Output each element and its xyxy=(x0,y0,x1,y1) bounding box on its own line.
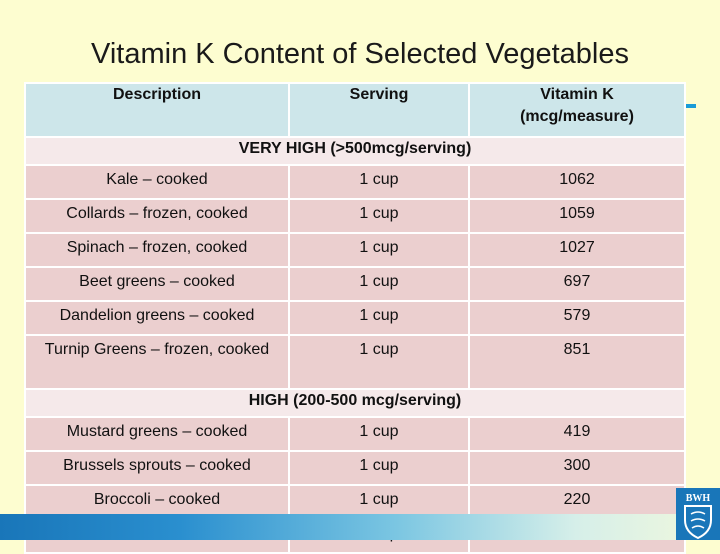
logo-wave-icon xyxy=(690,511,706,529)
accent-dash xyxy=(686,104,696,108)
cell-serving: 1 cup xyxy=(288,450,470,486)
cell-serving: 1 cup xyxy=(288,198,470,234)
section-row-very-high: VERY HIGH (>500mcg/serving) xyxy=(24,136,686,166)
logo-shield-icon xyxy=(684,505,712,540)
cell-value: 697 xyxy=(468,266,686,302)
cell-value: 300 xyxy=(468,450,686,486)
slide-title: Vitamin K Content of Selected Vegetables xyxy=(91,38,629,70)
table-header-row: Description Serving Vitamin K (mcg/measu… xyxy=(24,82,686,138)
bwh-shield-logo: BWH xyxy=(676,488,720,540)
cell-serving: 1 cup xyxy=(288,164,470,200)
cell-value: 579 xyxy=(468,300,686,336)
cell-serving: 1 cup xyxy=(288,266,470,302)
section-label-high: HIGH (200-500 mcg/serving) xyxy=(24,388,686,418)
cell-serving: 1 cup xyxy=(288,334,470,390)
cell-description: Kale – cooked xyxy=(24,164,290,200)
cell-serving: 1 cup xyxy=(288,300,470,336)
header-vitamin-k: Vitamin K (mcg/measure) xyxy=(468,82,686,138)
cell-serving: 1 cup xyxy=(288,232,470,268)
cell-value: 1059 xyxy=(468,198,686,234)
table-row: Mustard greens – cooked 1 cup 419 xyxy=(24,416,686,452)
cell-description: Turnip Greens – frozen, cooked xyxy=(24,334,290,390)
header-vitamin-k-line1: Vitamin K xyxy=(540,86,614,103)
table-row: Collards – frozen, cooked 1 cup 1059 xyxy=(24,198,686,234)
table-row: Spinach – frozen, cooked 1 cup 1027 xyxy=(24,232,686,268)
table-row: Turnip Greens – frozen, cooked 1 cup 851 xyxy=(24,334,686,390)
logo-background xyxy=(676,488,720,540)
cell-description: Beet greens – cooked xyxy=(24,266,290,302)
cell-description: Spinach – frozen, cooked xyxy=(24,232,290,268)
cell-description: Mustard greens – cooked xyxy=(24,416,290,452)
table-row: Brussels sprouts – cooked 1 cup 300 xyxy=(24,450,686,486)
cell-value: 1027 xyxy=(468,232,686,268)
cell-value: 1062 xyxy=(468,164,686,200)
section-label-very-high: VERY HIGH (>500mcg/serving) xyxy=(24,136,686,166)
cell-serving: 1 cup xyxy=(288,416,470,452)
cell-description: Dandelion greens – cooked xyxy=(24,300,290,336)
table-row: Kale – cooked 1 cup 1062 xyxy=(24,164,686,200)
cell-description: Brussels sprouts – cooked xyxy=(24,450,290,486)
footer-gradient-bar xyxy=(0,514,720,540)
vitamin-k-table: Description Serving Vitamin K (mcg/measu… xyxy=(24,82,686,554)
cell-description: Collards – frozen, cooked xyxy=(24,198,290,234)
cell-value: 419 xyxy=(468,416,686,452)
header-serving: Serving xyxy=(288,82,470,138)
cell-value: 851 xyxy=(468,334,686,390)
logo-text: BWH xyxy=(686,493,711,504)
header-description: Description xyxy=(24,82,290,138)
section-row-high: HIGH (200-500 mcg/serving) xyxy=(24,388,686,418)
table-row: Dandelion greens – cooked 1 cup 579 xyxy=(24,300,686,336)
header-vitamin-k-line2: (mcg/measure) xyxy=(520,108,634,125)
table-row: Beet greens – cooked 1 cup 697 xyxy=(24,266,686,302)
